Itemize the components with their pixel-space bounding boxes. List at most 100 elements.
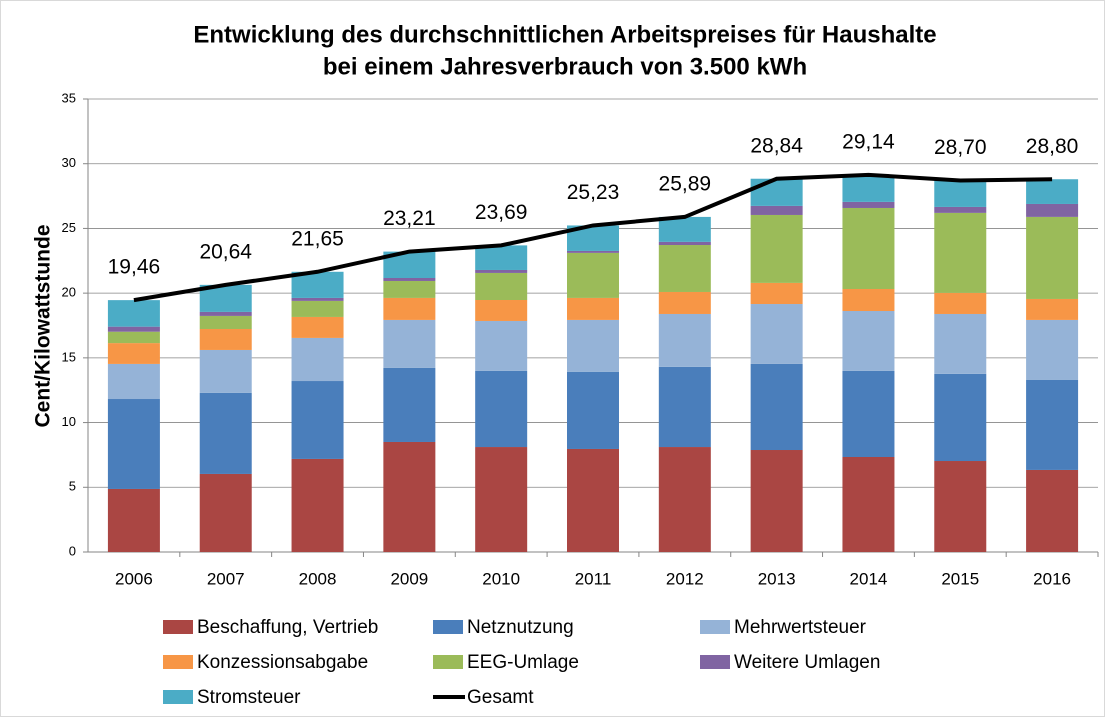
bar-segment (475, 269, 528, 273)
bar-segment (475, 272, 528, 301)
bar-segment (199, 349, 252, 393)
legend-label: Stromsteuer (197, 687, 301, 708)
bar-segment (475, 245, 528, 270)
x-tick-label: 2008 (299, 569, 337, 588)
bar-segment (567, 448, 619, 552)
y-tick-label: 10 (62, 414, 76, 429)
data-label: 25,23 (567, 181, 620, 204)
bar-segment (1026, 469, 1079, 552)
bar-segment (750, 304, 803, 364)
bar-segment (1026, 379, 1079, 470)
bar-segment (567, 319, 619, 372)
legend-swatch (433, 620, 463, 634)
y-tick-label: 30 (62, 155, 76, 170)
bar-segment (934, 373, 987, 462)
x-tick-label: 2007 (207, 569, 245, 588)
bar-segment (567, 371, 619, 449)
bar-segment (934, 461, 987, 552)
bar-segment (658, 313, 711, 367)
y-tick-label: 35 (62, 90, 76, 105)
bar-segment (291, 316, 344, 338)
bar-segment (842, 370, 895, 457)
bar-segment (658, 244, 711, 292)
bar-segment (107, 331, 160, 344)
bar-segment (1026, 203, 1079, 217)
bar-segment (199, 311, 252, 316)
bar-segment (842, 174, 895, 202)
bar-segment (291, 337, 344, 382)
data-label: 23,69 (475, 201, 528, 224)
bar-segment (567, 250, 619, 253)
data-label: 23,21 (383, 207, 436, 230)
bar-segment (199, 392, 252, 474)
bar-segment (750, 450, 803, 552)
legend-swatch (163, 620, 193, 634)
bar-segment (291, 381, 344, 459)
bar-segment (107, 363, 160, 400)
data-label: 29,14 (842, 130, 895, 153)
bar-segment (934, 313, 987, 374)
bar-segment (383, 277, 436, 281)
legend-swatch (163, 690, 193, 704)
bar-segment (383, 280, 436, 298)
legend-label: Gesamt (467, 687, 534, 708)
x-tick-label: 2016 (1033, 569, 1071, 588)
bar-segment (475, 370, 528, 448)
bar-segment (658, 216, 711, 242)
chart-title: bei einem Jahresverbrauch von 3.500 kWh (323, 53, 807, 80)
bar-segment (750, 214, 803, 283)
bar-segment (658, 241, 711, 245)
bar-segment (107, 488, 160, 552)
data-label: 28,84 (750, 134, 803, 157)
x-tick-label: 2006 (115, 569, 153, 588)
legend-label: Konzessionsabgabe (197, 652, 368, 673)
bar-segment (750, 178, 803, 206)
bar-segment (934, 206, 987, 213)
bar-segment (383, 441, 436, 552)
bar-segment (107, 399, 160, 489)
bar-segment (291, 458, 344, 552)
bar-segment (199, 328, 252, 350)
bar-segment (199, 315, 252, 329)
bar-segment (842, 201, 895, 208)
bar-segment (291, 297, 344, 301)
bar-segment (842, 456, 895, 552)
data-label: 28,80 (1026, 135, 1079, 158)
legend-label: EEG-Umlage (467, 652, 579, 673)
legend-label: Mehrwertsteuer (734, 617, 867, 638)
bar-segment (750, 363, 803, 451)
bar-segment (934, 212, 987, 293)
y-tick-label: 25 (62, 220, 76, 235)
bar-segment (107, 300, 160, 327)
data-label: 28,70 (934, 136, 987, 159)
bar-segment (1026, 298, 1079, 320)
x-tick-label: 2012 (666, 569, 704, 588)
total-line (133, 172, 1053, 303)
y-axis-label: Cent/Kilowattstunde (32, 225, 55, 428)
bar-segment (475, 447, 528, 552)
bar-segment (291, 300, 344, 317)
legend-swatch (433, 655, 463, 669)
chart-title: Entwicklung des durchschnittlichen Arbei… (193, 21, 936, 48)
x-tick-label: 2010 (482, 569, 520, 588)
bar-segment (842, 207, 895, 290)
data-label: 19,46 (108, 256, 161, 279)
bar-segment (567, 297, 619, 320)
data-label: 21,65 (291, 227, 344, 250)
y-tick-label: 5 (69, 479, 76, 494)
y-tick-label: 15 (62, 349, 76, 364)
legend-label: Netznutzung (467, 617, 574, 638)
bar-segment (199, 473, 252, 552)
legend-swatch (700, 620, 730, 634)
bar-segment (107, 326, 160, 332)
bar-segment (1026, 216, 1079, 299)
x-tick-label: 2015 (941, 569, 979, 588)
bar-segment (475, 300, 528, 321)
bar-segment (107, 343, 160, 364)
bar-segment (934, 292, 987, 314)
bar-segment (658, 447, 711, 552)
y-tick-label: 20 (62, 285, 76, 300)
legend-label: Weitere Umlagen (734, 652, 880, 673)
